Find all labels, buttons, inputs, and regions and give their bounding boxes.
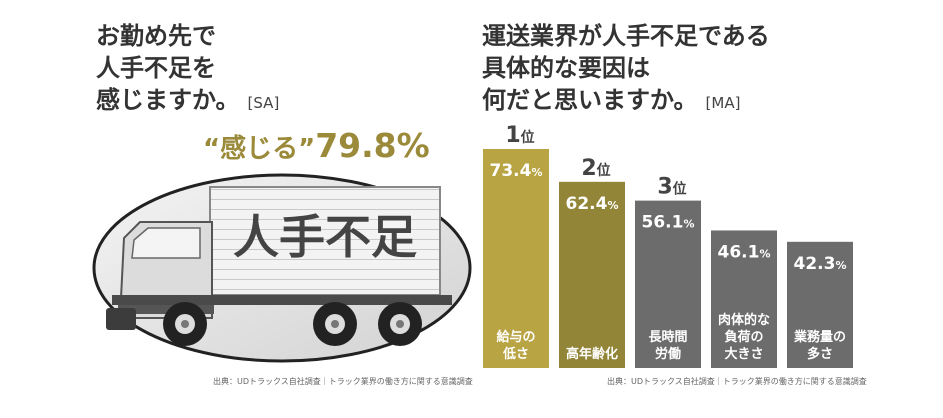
right-question-line: 運送業界が人手不足である xyxy=(482,22,770,50)
right-question: 運送業界が人手不足である 具体的な要因は 何だと思いますか。 [MA] xyxy=(482,20,770,119)
bar-value-label: 73.4% xyxy=(490,161,543,181)
truck-illustration: 人手不足 xyxy=(92,173,472,363)
bar-value-label: 46.1% xyxy=(718,242,771,262)
left-result-label: “感じる” xyxy=(203,134,316,164)
chassis xyxy=(112,295,452,305)
truck-text: 人手不足 xyxy=(233,210,417,264)
left-question-line: 人手不足を xyxy=(96,54,216,82)
bar-category-label: 肉体的な xyxy=(718,312,770,328)
bar-category-label: 給与の xyxy=(496,329,535,345)
bar-value-label: 62.4% xyxy=(566,194,619,214)
right-question-line: 具体的な要因は xyxy=(482,54,650,82)
right-question-tag: [MA] xyxy=(705,94,741,112)
left-question-tag: [SA] xyxy=(247,94,280,112)
wheel xyxy=(378,302,422,346)
rank-label: 1位 xyxy=(505,123,534,148)
right-question-line: 何だと思いますか。 [MA] xyxy=(482,86,741,114)
left-source: 出典：UDトラックス自社調査｜トラック業界の働き方に関する意識調査 xyxy=(213,377,473,386)
bar xyxy=(483,149,549,368)
bar xyxy=(559,181,625,368)
rank-label: 3位 xyxy=(657,175,686,200)
bar-value-label: 42.3% xyxy=(794,254,847,274)
bar-category-label: 高年齢化 xyxy=(566,346,618,362)
cab-window xyxy=(131,227,201,259)
wheel xyxy=(163,302,207,346)
left-question-line: 感じますか。 [SA] xyxy=(96,86,280,114)
wheel xyxy=(313,302,357,346)
bar xyxy=(711,230,777,368)
bar-category-label: 大きさ xyxy=(724,346,763,362)
left-question: お勤め先で 人手不足を 感じますか。 [SA] xyxy=(96,20,279,119)
bar-category-label: 業務量の xyxy=(793,329,846,345)
rank-label: 2位 xyxy=(581,156,610,181)
bar-category-label: 低さ xyxy=(502,346,529,362)
bar-value-label: 56.1% xyxy=(642,213,695,233)
bar xyxy=(787,241,853,368)
bar-category-label: 負荷の xyxy=(724,329,763,345)
bar-category-label: 長時間 xyxy=(648,329,687,345)
bar xyxy=(635,200,701,368)
left-question-line: お勤め先で xyxy=(96,22,216,50)
right-source: 出典：UDトラックス自社調査｜トラック業界の働き方に関する意識調査 xyxy=(607,377,867,386)
bar-category-label: 多さ xyxy=(807,346,833,362)
bumper xyxy=(106,308,136,330)
left-result-value: 79.8% xyxy=(315,126,430,165)
bar-category-label: 労働 xyxy=(655,346,681,362)
left-result: “感じる”79.8% xyxy=(203,126,430,165)
